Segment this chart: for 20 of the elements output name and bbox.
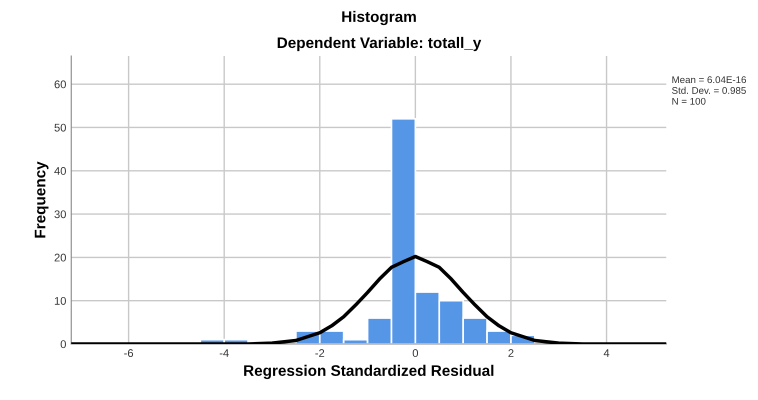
y-tick-label: 40 bbox=[54, 167, 66, 175]
text: Mean = 6.04E-16 bbox=[672, 76, 746, 84]
x-tick-label: 4 bbox=[604, 349, 610, 357]
x-axis-title: Regression Standardized Residual bbox=[244, 364, 494, 380]
x-tick-label: -6 bbox=[124, 349, 134, 358]
y-tick-label: 60 bbox=[54, 80, 66, 88]
text: Std. Dev. = 0.985 bbox=[672, 86, 746, 94]
y-tick-label: 50 bbox=[54, 124, 66, 132]
x-tick-label: -2 bbox=[315, 349, 324, 357]
x-tick-label: 0 bbox=[412, 349, 418, 358]
text: N = 100 bbox=[672, 98, 706, 105]
y-tick-label: 0 bbox=[60, 340, 66, 348]
y-tick-label: 20 bbox=[54, 254, 66, 262]
chart-title: Histogram bbox=[342, 10, 416, 26]
y-tick-label: 30 bbox=[54, 210, 66, 218]
chart-subtitle: Dependent Variable: totall_y bbox=[278, 36, 482, 52]
x-tick-label: -4 bbox=[220, 349, 229, 357]
y-tick-label: 10 bbox=[54, 296, 66, 305]
x-tick-label: 2 bbox=[508, 349, 514, 357]
y-axis-title: Frequency bbox=[34, 161, 48, 238]
